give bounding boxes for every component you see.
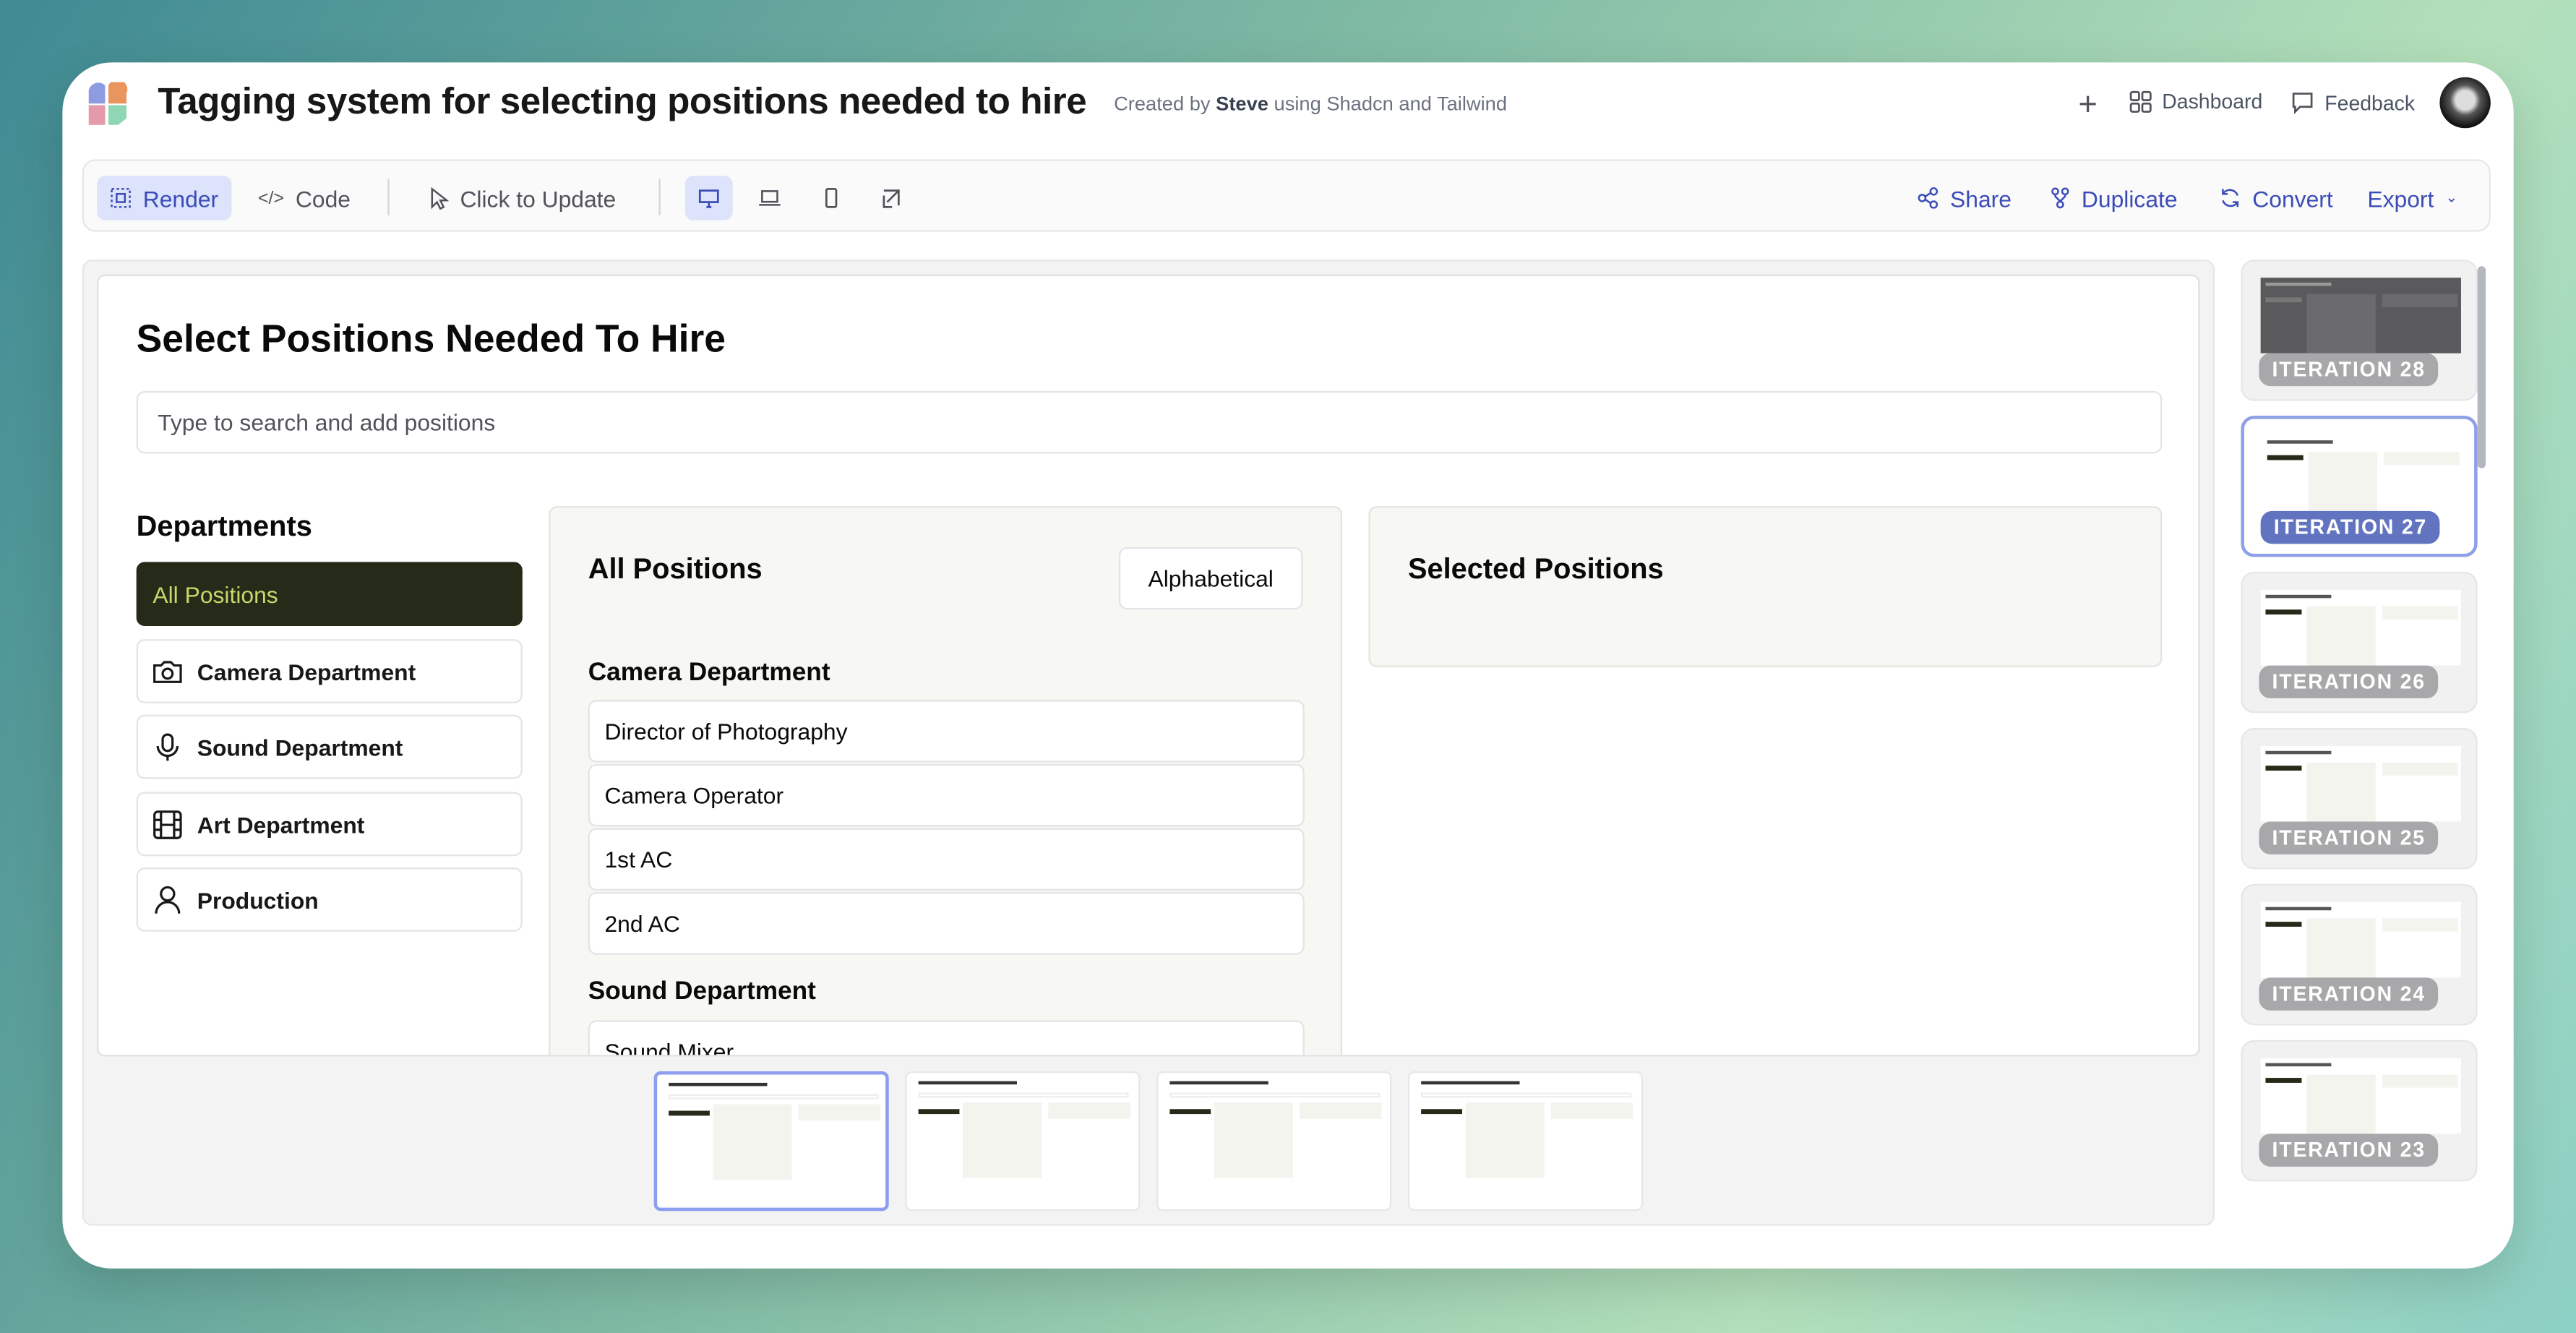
dept-label: All Positions [153, 580, 278, 607]
scrollbar[interactable] [2477, 266, 2486, 468]
external-icon [882, 189, 899, 207]
mic-icon [156, 732, 179, 760]
dept-label: Art Department [197, 810, 365, 838]
selected-positions-panel: Selected Positions [1368, 506, 2163, 667]
page-thumbnail[interactable] [1407, 1071, 1643, 1212]
code-icon: </> [257, 188, 285, 208]
render-icon [111, 188, 131, 208]
chevron-down-icon: ⌄ [2445, 189, 2458, 206]
iteration-badge: ITERATION 25 [2259, 821, 2439, 854]
export-dropdown[interactable]: Export ⌄ [2354, 176, 2470, 220]
dept-label: Production [197, 886, 319, 913]
created-by: Created by Steve using Shadcn and Tailwi… [1114, 92, 1508, 116]
feedback-label: Feedback [2324, 91, 2416, 114]
click-to-update-label: Click to Update [460, 184, 617, 212]
dashboard-button[interactable]: Dashboard [2129, 90, 2262, 113]
mobile-view-button[interactable] [807, 176, 854, 220]
position-item[interactable]: 1st AC [588, 828, 1305, 891]
dept-camera[interactable]: Camera Department [136, 639, 523, 703]
iteration-card[interactable]: ITERATION 27 [2241, 416, 2478, 557]
message-icon [2292, 93, 2313, 114]
phone-icon [824, 188, 837, 208]
cursor-icon [431, 186, 449, 210]
dashboard-label: Dashboard [2162, 90, 2263, 113]
group-heading: Camera Department [588, 659, 830, 687]
plus-icon: + [2078, 87, 2098, 124]
dept-label: Sound Department [197, 733, 403, 760]
desktop-view-button[interactable] [684, 176, 733, 220]
divider [387, 179, 390, 215]
position-item[interactable]: 2nd AC [588, 892, 1305, 955]
preview-canvas: Select Positions Needed To Hire Type to … [97, 274, 2200, 1057]
iterations-sidebar: ITERATION 28 ITERATION 27 ITERATION 26 ITER… [2238, 260, 2487, 1226]
laptop-view-button[interactable] [746, 176, 794, 220]
divider [658, 179, 661, 215]
page-thumbnail[interactable] [1156, 1071, 1392, 1212]
iteration-card[interactable]: ITERATION 23 [2241, 1040, 2478, 1182]
open-external-button[interactable] [866, 176, 914, 220]
render-label: Render [142, 184, 219, 212]
click-to-update-button[interactable]: Click to Update [416, 176, 629, 220]
dept-art[interactable]: Art Department [136, 792, 523, 857]
new-button[interactable]: + [2078, 87, 2098, 124]
dept-sound[interactable]: Sound Department [136, 714, 523, 779]
code-label: Code [295, 184, 351, 212]
app-logo[interactable] [87, 82, 129, 127]
share-button[interactable]: Share [1904, 176, 2025, 220]
avatar[interactable] [2439, 77, 2491, 129]
page-thumbnail[interactable] [905, 1071, 1141, 1212]
user-icon [155, 885, 181, 913]
all-positions-heading: All Positions [588, 552, 763, 586]
page-title: Select Positions Needed To Hire [136, 317, 726, 360]
dept-all-positions[interactable]: All Positions [136, 562, 523, 627]
iteration-card[interactable]: ITERATION 25 [2241, 727, 2478, 870]
dept-label: Camera Department [197, 658, 416, 685]
iteration-badge: ITERATION 28 [2259, 353, 2439, 387]
duplicate-label: Duplicate [2081, 184, 2178, 212]
code-button[interactable]: </> Code [245, 176, 364, 220]
departments-heading: Departments [136, 509, 312, 543]
page-thumbnail[interactable] [653, 1071, 889, 1212]
export-label: Export [2367, 184, 2434, 212]
iteration-card[interactable]: ITERATION 24 [2241, 883, 2478, 1026]
iteration-badge: ITERATION 23 [2259, 1133, 2439, 1167]
share-icon [1918, 187, 1939, 209]
selected-positions-heading: Selected Positions [1407, 552, 1664, 586]
position-item[interactable]: Director of Photography [588, 700, 1305, 763]
toolbar: Render </> Code Click to Update Share Dup… [82, 159, 2491, 232]
render-button[interactable]: Render [97, 176, 232, 220]
laptop-icon [759, 190, 781, 206]
group-heading: Sound Department [588, 977, 816, 1006]
iteration-badge: ITERATION 26 [2259, 665, 2439, 699]
search-input[interactable]: Type to search and add positions [136, 390, 2163, 454]
film-icon [153, 810, 182, 839]
sort-button[interactable]: Alphabetical [1118, 547, 1303, 610]
all-positions-panel: All Positions Alphabetical Camera Depart… [549, 506, 1343, 1055]
position-item[interactable]: Camera Operator [588, 763, 1305, 827]
iteration-badge: ITERATION 24 [2259, 977, 2439, 1011]
feedback-button[interactable]: Feedback [2291, 90, 2416, 115]
grid-icon [2129, 90, 2152, 113]
refresh-icon [2222, 189, 2239, 207]
convert-label: Convert [2252, 184, 2333, 212]
iteration-badge: ITERATION 27 [2260, 510, 2441, 544]
project-title: Tagging system for selecting positions n… [158, 80, 1087, 122]
iteration-card[interactable]: ITERATION 26 [2241, 572, 2478, 713]
position-item[interactable]: Sound Mixer [588, 1020, 1305, 1055]
fork-icon [2051, 187, 2069, 209]
camera-icon [153, 660, 182, 682]
iteration-card[interactable]: ITERATION 28 [2241, 260, 2478, 401]
duplicate-button[interactable]: Duplicate [2038, 176, 2191, 220]
monitor-icon [698, 189, 719, 207]
dept-production[interactable]: Production [136, 867, 523, 932]
share-label: Share [1950, 184, 2012, 212]
convert-button[interactable]: Convert [2207, 176, 2346, 220]
